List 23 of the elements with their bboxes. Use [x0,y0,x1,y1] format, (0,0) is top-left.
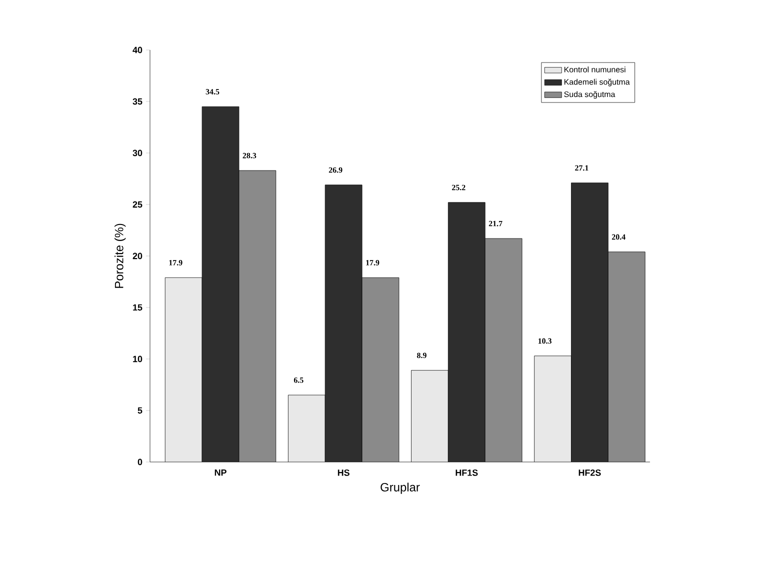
x-axis-title: Gruplar [380,482,420,494]
bar [448,202,486,462]
x-tick-label: HS [338,470,350,476]
bar [202,106,239,462]
y-axis-title: Porozite (%) [114,224,126,288]
y-tick-label: 30 [132,150,142,156]
bar [325,184,362,462]
y-tick-label: 20 [132,252,142,260]
y-tick-label: 5 [138,407,142,414]
y-tick-label: 25 [132,201,142,208]
bar [165,278,202,462]
y-tick-label: 15 [133,304,142,311]
x-tick-label: NP [214,470,226,476]
x-tick-label: HF2S [578,470,601,476]
y-tick-label: 40 [132,46,142,54]
bar [534,356,572,462]
y-tick-label: 35 [132,98,142,105]
bar [288,395,326,462]
x-tick-label: HF1S [456,470,478,476]
bar [411,370,448,462]
bar [571,182,608,462]
y-tick-label: 10 [133,356,142,362]
y-tick-label: 0 [138,458,142,466]
